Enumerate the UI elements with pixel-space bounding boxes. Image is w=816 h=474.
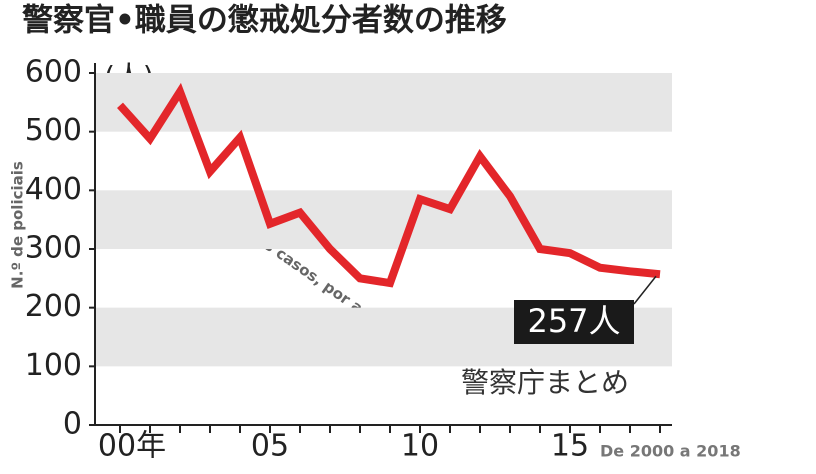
x-tick-label: 10 [401,429,439,464]
y-tick-label: 300 [25,231,82,266]
x-tick-label: 05 [251,429,289,464]
x-tick-label: 15 [551,429,589,464]
value-label-box [514,300,634,344]
y-tick-label: 600 [25,55,82,90]
y-tick-label: 100 [25,348,82,383]
chart-title: 警察官•職員の懲戒処分者数の推移 [22,3,507,39]
value-label: 257人 [527,302,620,340]
source: 警察庁まとめ [461,366,629,399]
grid-band [95,190,672,249]
y-tick-label: 0 [63,407,82,442]
label-leader [633,275,657,305]
y-tick-label: 500 [25,113,82,148]
y-axis-label: N.º de policiais [9,161,27,289]
data-line [117,82,661,288]
y-tick-label: 200 [25,289,82,324]
y-tick-label: 400 [25,172,82,207]
footnote: De 2000 a 2018 [600,442,741,461]
x-tick-label: 00年 [98,429,166,464]
